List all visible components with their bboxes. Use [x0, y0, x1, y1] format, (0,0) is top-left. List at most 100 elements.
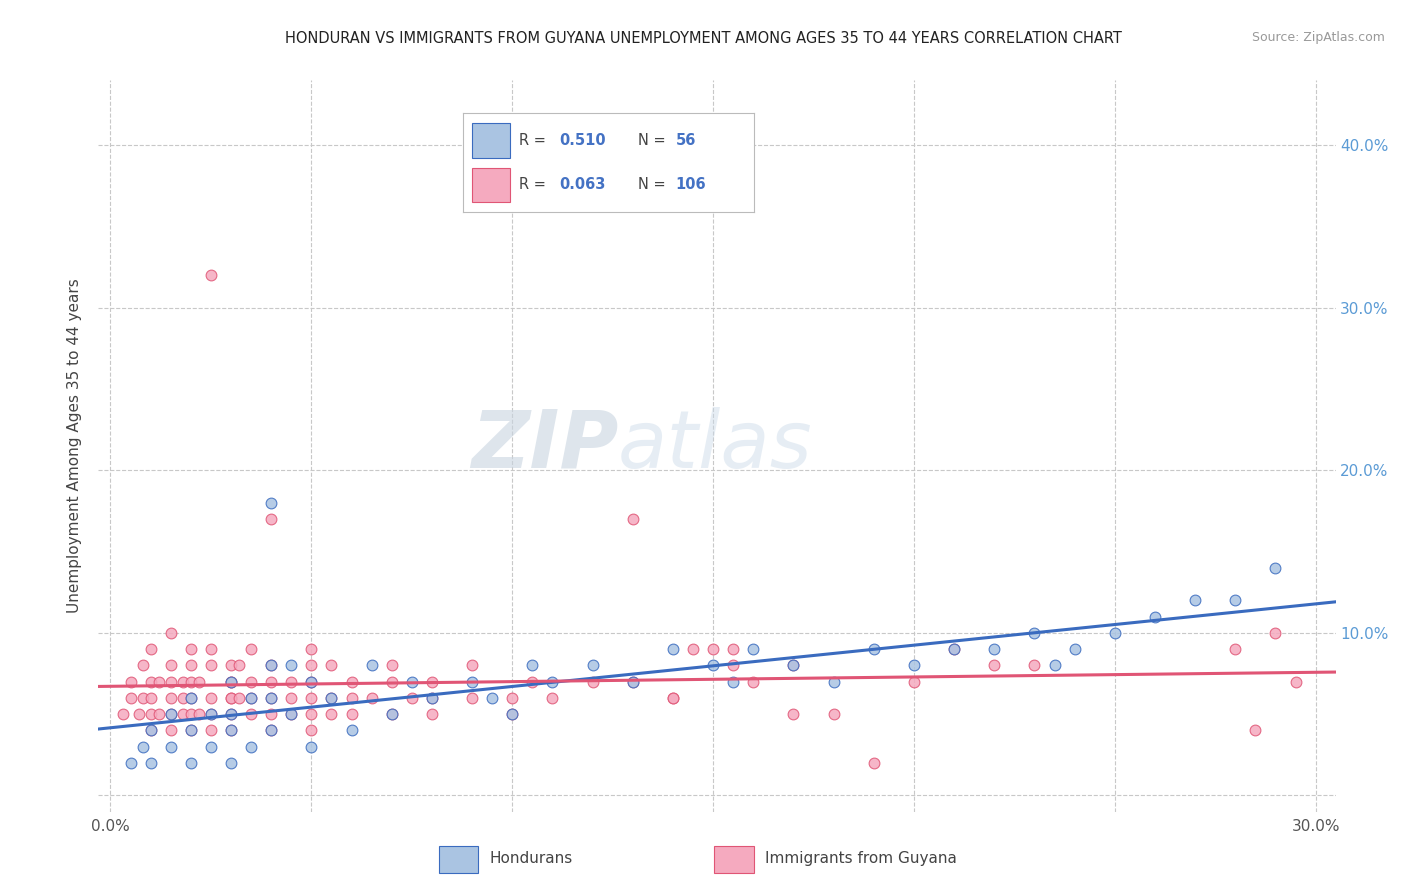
Point	[1104, 626, 1126, 640]
Point	[128, 707, 150, 722]
Text: ZIP: ZIP	[471, 407, 619, 485]
Point	[131, 739, 153, 754]
Point	[299, 658, 322, 673]
Point	[180, 723, 202, 738]
Point	[148, 707, 170, 722]
Point	[501, 707, 523, 722]
Point	[260, 496, 283, 510]
Point	[172, 707, 194, 722]
Point	[340, 674, 363, 689]
Point	[260, 658, 283, 673]
Point	[501, 690, 523, 705]
Point	[120, 690, 142, 705]
Point	[219, 707, 242, 722]
Point	[522, 674, 544, 689]
Point	[187, 674, 209, 689]
Text: 0.063: 0.063	[560, 178, 606, 193]
Point	[662, 690, 685, 705]
Text: atlas: atlas	[619, 407, 813, 485]
Point	[219, 674, 242, 689]
Point	[280, 707, 302, 722]
Point	[200, 658, 222, 673]
Point	[1024, 658, 1046, 673]
Point	[541, 674, 564, 689]
Point	[111, 707, 134, 722]
Text: N =: N =	[638, 178, 665, 193]
Point	[903, 674, 925, 689]
Point	[180, 690, 202, 705]
Point	[187, 707, 209, 722]
Point	[240, 690, 263, 705]
Point	[159, 658, 181, 673]
Point	[823, 707, 845, 722]
Point	[321, 690, 343, 705]
Point	[120, 674, 142, 689]
Point	[299, 739, 322, 754]
Point	[721, 642, 744, 657]
Point	[721, 658, 744, 673]
Point	[702, 658, 724, 673]
Point	[420, 674, 443, 689]
Point	[682, 642, 704, 657]
Text: 0.510: 0.510	[560, 133, 606, 148]
Point	[943, 642, 966, 657]
Text: Hondurans: Hondurans	[489, 851, 572, 866]
Point	[200, 268, 222, 283]
Point	[461, 658, 484, 673]
Bar	[439, 847, 478, 873]
Point	[200, 723, 222, 738]
Point	[240, 674, 263, 689]
Text: 56: 56	[676, 133, 696, 148]
Point	[159, 690, 181, 705]
Point	[1225, 642, 1247, 657]
Point	[228, 690, 250, 705]
Point	[1225, 593, 1247, 607]
Point	[360, 658, 382, 673]
Point	[621, 674, 644, 689]
Point	[1143, 609, 1166, 624]
Point	[219, 756, 242, 770]
Bar	[472, 168, 510, 202]
Point	[862, 642, 884, 657]
Point	[522, 658, 544, 673]
Point	[240, 642, 263, 657]
Point	[159, 674, 181, 689]
Point	[148, 674, 170, 689]
Point	[461, 690, 484, 705]
Point	[200, 690, 222, 705]
Y-axis label: Unemployment Among Ages 35 to 44 years: Unemployment Among Ages 35 to 44 years	[67, 278, 83, 614]
Point	[321, 690, 343, 705]
Point	[420, 690, 443, 705]
Point	[401, 674, 423, 689]
Point	[501, 707, 523, 722]
Point	[200, 739, 222, 754]
Point	[1284, 674, 1306, 689]
Point	[983, 642, 1005, 657]
Point	[260, 707, 283, 722]
Point	[299, 690, 322, 705]
Point	[180, 658, 202, 673]
Point	[219, 674, 242, 689]
Point	[260, 723, 283, 738]
Point	[120, 756, 142, 770]
Point	[381, 707, 404, 722]
Point	[340, 723, 363, 738]
Point	[621, 674, 644, 689]
Point	[1244, 723, 1267, 738]
Point	[381, 707, 404, 722]
Point	[420, 707, 443, 722]
Point	[260, 690, 283, 705]
Text: R =: R =	[519, 178, 546, 193]
Point	[219, 723, 242, 738]
Point	[321, 707, 343, 722]
Point	[401, 690, 423, 705]
Point	[299, 723, 322, 738]
Point	[983, 658, 1005, 673]
Point	[782, 658, 804, 673]
Point	[299, 642, 322, 657]
Point	[260, 512, 283, 526]
Text: HONDURAN VS IMMIGRANTS FROM GUYANA UNEMPLOYMENT AMONG AGES 35 TO 44 YEARS CORREL: HONDURAN VS IMMIGRANTS FROM GUYANA UNEMP…	[284, 31, 1122, 46]
Point	[299, 674, 322, 689]
Point	[200, 642, 222, 657]
Point	[742, 642, 765, 657]
